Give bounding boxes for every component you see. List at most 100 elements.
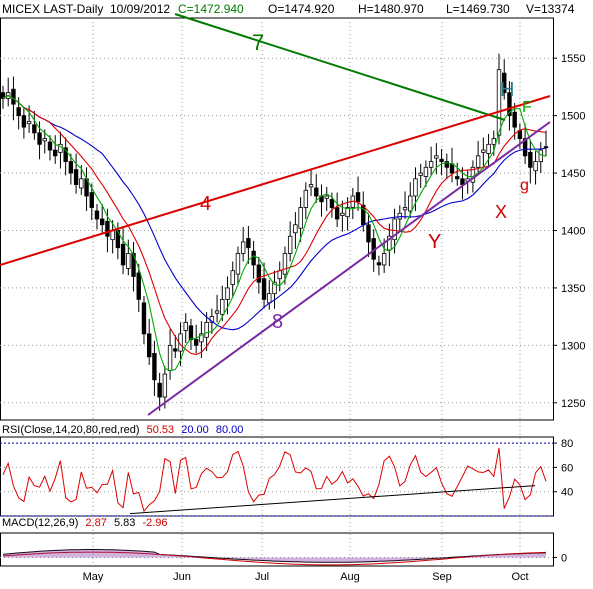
candle-body bbox=[256, 264, 262, 283]
annotation-label-x: X bbox=[495, 202, 507, 222]
candle-body bbox=[293, 224, 298, 234]
candle-body bbox=[402, 207, 408, 211]
month-label-jul: Jul bbox=[255, 571, 269, 583]
rsi-tick-label: 80 bbox=[561, 438, 573, 450]
macd-v2: 5.83 bbox=[113, 517, 136, 529]
candle-body bbox=[376, 262, 382, 266]
candle-body bbox=[324, 195, 329, 199]
price-tick-label: 1550 bbox=[561, 53, 585, 65]
annotation-label-y: Y bbox=[428, 231, 441, 253]
candle-body bbox=[37, 132, 42, 145]
candle-body bbox=[502, 72, 507, 94]
price-panel-frame bbox=[0, 17, 554, 421]
candle-body bbox=[120, 243, 126, 266]
candle-body bbox=[381, 253, 387, 266]
candle-body bbox=[475, 155, 481, 168]
rsi-line bbox=[2, 447, 547, 513]
candle-body bbox=[141, 302, 147, 335]
rsi-low: 20.00 bbox=[181, 424, 209, 436]
trendline-4 bbox=[0, 95, 551, 266]
candle-body bbox=[428, 161, 434, 168]
candle-body bbox=[157, 382, 162, 398]
candle-body bbox=[522, 138, 528, 157]
rsi-label: RSI(Close,14,20,80,red,red) bbox=[2, 424, 140, 436]
candle-body bbox=[444, 161, 449, 168]
annotation-label-8: 8 bbox=[272, 311, 283, 333]
rsi-tick-label: 60 bbox=[561, 462, 573, 474]
candle-body bbox=[543, 146, 549, 149]
candle-body bbox=[481, 149, 486, 153]
macd-panel-frame bbox=[0, 532, 554, 567]
candle-body bbox=[73, 169, 79, 185]
candle-body bbox=[42, 138, 47, 142]
candle-body bbox=[298, 207, 303, 229]
ma-red-line bbox=[2, 94, 547, 356]
candle-body bbox=[345, 207, 350, 218]
month-label-sep: Sep bbox=[432, 571, 452, 583]
price-tick-label: 1450 bbox=[561, 168, 585, 180]
rsi-high: 80.00 bbox=[215, 424, 244, 436]
candle-body bbox=[21, 115, 27, 128]
candle-body bbox=[89, 192, 94, 208]
candle-body bbox=[214, 310, 220, 314]
rsi-tick-label: 40 bbox=[561, 487, 573, 499]
macd-histogram bbox=[3, 549, 546, 563]
candle-body bbox=[267, 293, 272, 304]
candle-body bbox=[408, 195, 413, 212]
rsi-trendline bbox=[129, 485, 536, 515]
candle-body bbox=[235, 253, 241, 275]
candle-body bbox=[308, 184, 314, 188]
chart-header: MICEX LAST-Daily 10/09/2012 C=1472.940 O… bbox=[0, 0, 574, 18]
candle-body bbox=[261, 278, 267, 300]
annotation-label-4: 4 bbox=[200, 193, 211, 215]
month-label-may: May bbox=[83, 571, 104, 583]
macd-v1: 2.87 bbox=[85, 517, 107, 529]
macd-line bbox=[2, 549, 547, 563]
candle-body bbox=[193, 339, 199, 346]
candle-body bbox=[146, 333, 152, 358]
macd-label: MACD(12,26,9) bbox=[2, 517, 79, 529]
trendline-7 bbox=[174, 13, 506, 121]
candle-body bbox=[397, 212, 403, 220]
header-volume: V=13374 bbox=[526, 2, 575, 16]
month-label-aug: Aug bbox=[340, 571, 360, 583]
candle-body bbox=[68, 161, 74, 174]
candle-body bbox=[26, 120, 32, 125]
candle-body bbox=[355, 192, 361, 203]
macd-tick-label: 0 bbox=[561, 553, 567, 565]
price-tick-label: 1350 bbox=[561, 283, 585, 295]
candle-body bbox=[303, 189, 309, 208]
rsi-legend: RSI(Close,14,20,80,red,red) 50.53 20.00 … bbox=[2, 424, 247, 436]
candle-body bbox=[110, 230, 115, 241]
candle-body bbox=[334, 207, 340, 220]
candle-body bbox=[225, 287, 230, 300]
candle-body bbox=[455, 176, 460, 180]
header-open: O=1474.920 bbox=[268, 2, 335, 16]
candle-body bbox=[53, 149, 58, 157]
candle-body bbox=[100, 218, 105, 226]
candle-body bbox=[251, 250, 256, 266]
trendline-8 bbox=[147, 121, 551, 416]
candle-body bbox=[136, 272, 141, 300]
candle-body bbox=[413, 178, 418, 197]
candle-body bbox=[434, 155, 439, 159]
candle-body bbox=[188, 325, 194, 340]
candle-body bbox=[115, 230, 121, 249]
header-low: L=1469.730 bbox=[446, 2, 510, 16]
header-high: H=1480.970 bbox=[358, 2, 424, 16]
rsi-value: 50.53 bbox=[146, 424, 175, 436]
candle-body bbox=[528, 151, 533, 168]
price-tick-label: 1500 bbox=[561, 111, 585, 123]
candle-body bbox=[314, 187, 319, 197]
candle-body bbox=[240, 241, 246, 254]
candle-body bbox=[47, 141, 53, 151]
candle-body bbox=[387, 235, 392, 251]
candle-body bbox=[126, 253, 131, 269]
price-tick-label: 1250 bbox=[561, 398, 585, 410]
candle-body bbox=[491, 138, 496, 145]
macd-v3: -2.96 bbox=[142, 517, 168, 529]
candle-body bbox=[16, 107, 21, 117]
candle-body bbox=[11, 88, 16, 105]
